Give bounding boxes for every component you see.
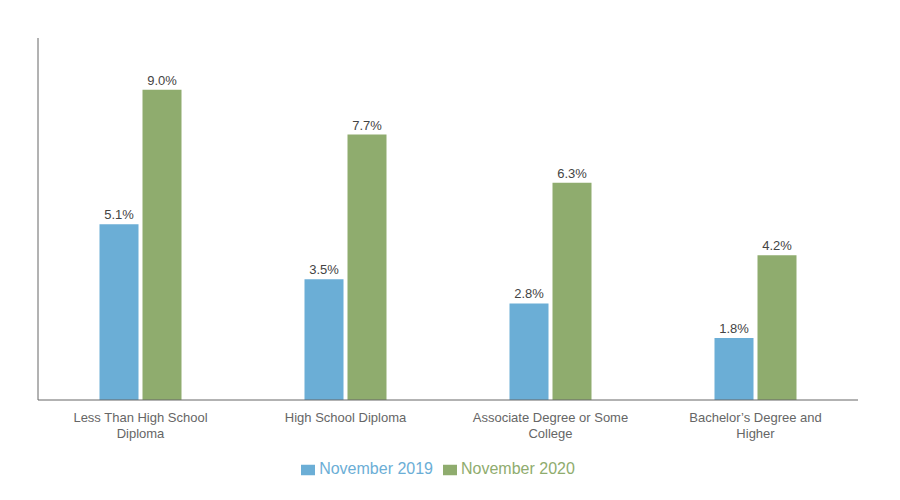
svg-text:5.1%: 5.1% [104, 207, 134, 222]
svg-text:High School Diploma: High School Diploma [285, 410, 407, 425]
svg-text:2.8%: 2.8% [514, 286, 544, 301]
html-text:November 2020: November 2020 [461, 460, 575, 477]
svg-text:1.8%: 1.8% [719, 321, 749, 336]
svg-text:6.3%: 6.3% [557, 166, 587, 181]
svg-text:Bachelor’s Degree andHigher: Bachelor’s Degree andHigher [689, 410, 822, 441]
svg-text:7.7%: 7.7% [352, 118, 382, 133]
svg-text:4.2%: 4.2% [762, 238, 792, 253]
svg-text:9.0%: 9.0% [147, 73, 177, 88]
svg-text:Associate Degree or SomeColleg: Associate Degree or SomeCollege [473, 410, 628, 441]
html-text:November 2019: November 2019 [319, 460, 433, 477]
svg-text:Less Than High SchoolDiploma: Less Than High SchoolDiploma [73, 410, 207, 441]
svg-text:3.5%: 3.5% [309, 262, 339, 277]
